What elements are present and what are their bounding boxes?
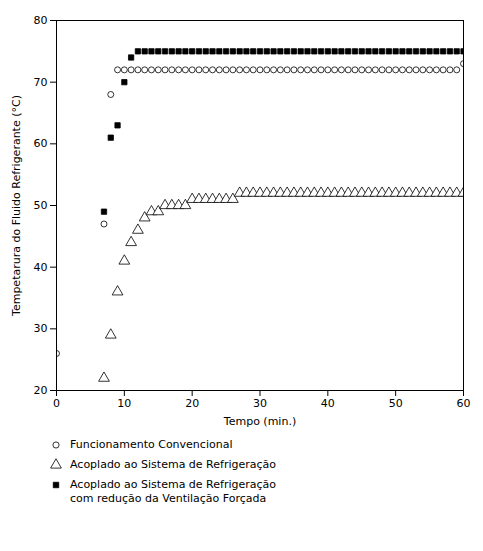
svg-text:50: 50 bbox=[34, 199, 48, 212]
svg-text:70: 70 bbox=[34, 76, 48, 89]
svg-text:50: 50 bbox=[389, 397, 403, 410]
svg-text:40: 40 bbox=[34, 261, 48, 274]
html-text:Acoplado ao Sistema de Refrige: Acoplado ao Sistema de Refrigeração bbox=[70, 458, 276, 471]
svg-text:Tempo (min.): Tempo (min.) bbox=[223, 415, 296, 428]
svg-text:20: 20 bbox=[34, 384, 48, 397]
svg-text:20: 20 bbox=[185, 397, 199, 410]
svg-text:Tempetarura do Fluido Refriger: Tempetarura do Fluido Refrigerante (°C) bbox=[10, 95, 23, 317]
svg-text:60: 60 bbox=[457, 397, 471, 410]
html-text:Funcionamento Convencional: Funcionamento Convencional bbox=[70, 438, 233, 451]
svg-text:0: 0 bbox=[53, 397, 60, 410]
svg-text:30: 30 bbox=[253, 397, 267, 410]
svg-text:60: 60 bbox=[34, 137, 48, 150]
svg-text:40: 40 bbox=[321, 397, 335, 410]
svg-text:30: 30 bbox=[34, 322, 48, 335]
svg-text:10: 10 bbox=[117, 397, 131, 410]
svg-text:80: 80 bbox=[34, 14, 48, 27]
html-text:Acoplado ao Sistema de Refrige: Acoplado ao Sistema de Refrigeração com … bbox=[70, 478, 276, 505]
